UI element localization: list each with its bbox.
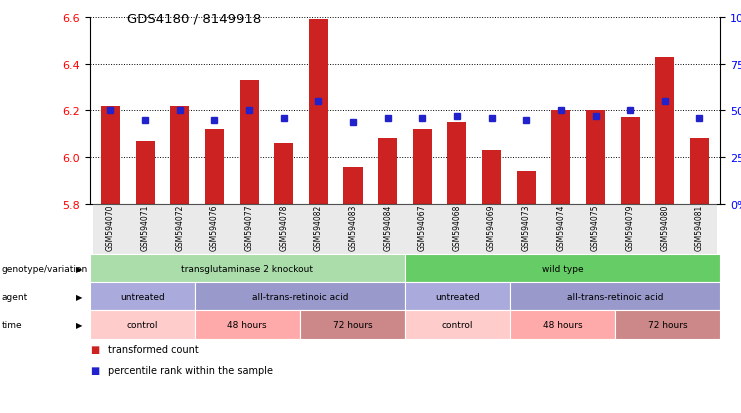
Text: ▶: ▶ xyxy=(76,320,82,329)
Bar xyxy=(170,107,189,204)
Text: GSM594075: GSM594075 xyxy=(591,204,600,251)
Bar xyxy=(578,204,613,254)
Text: wild type: wild type xyxy=(542,264,583,273)
Text: untreated: untreated xyxy=(435,292,480,301)
Bar xyxy=(448,123,466,204)
Bar xyxy=(370,204,405,254)
Text: GSM594082: GSM594082 xyxy=(314,204,323,251)
Bar xyxy=(197,204,232,254)
Bar xyxy=(309,20,328,204)
Text: time: time xyxy=(1,320,22,329)
Text: genotype/variation: genotype/variation xyxy=(1,264,87,273)
Bar xyxy=(405,204,439,254)
Bar xyxy=(682,204,717,254)
Text: control: control xyxy=(127,320,158,329)
Text: GSM594079: GSM594079 xyxy=(625,204,635,251)
Bar xyxy=(101,107,120,204)
Text: GSM594067: GSM594067 xyxy=(418,204,427,251)
Text: 48 hours: 48 hours xyxy=(227,320,267,329)
Bar xyxy=(613,204,648,254)
Text: ■: ■ xyxy=(90,344,99,354)
Bar xyxy=(621,118,639,204)
Text: GSM594080: GSM594080 xyxy=(660,204,669,251)
Bar xyxy=(586,111,605,204)
Bar xyxy=(205,130,224,204)
Bar xyxy=(232,204,266,254)
Text: GSM594073: GSM594073 xyxy=(522,204,531,251)
Bar xyxy=(93,204,127,254)
Bar xyxy=(127,204,162,254)
Text: GSM594074: GSM594074 xyxy=(556,204,565,251)
Text: GDS4180 / 8149918: GDS4180 / 8149918 xyxy=(127,12,261,25)
Bar xyxy=(136,141,155,204)
Bar xyxy=(516,172,536,204)
Bar xyxy=(474,204,509,254)
Bar xyxy=(413,130,432,204)
Text: percentile rank within the sample: percentile rank within the sample xyxy=(108,365,273,375)
Text: 72 hours: 72 hours xyxy=(333,320,372,329)
Text: GSM594078: GSM594078 xyxy=(279,204,288,251)
Text: GSM594070: GSM594070 xyxy=(106,204,115,251)
Bar xyxy=(690,139,709,204)
Text: transglutaminase 2 knockout: transglutaminase 2 knockout xyxy=(182,264,313,273)
Text: GSM594076: GSM594076 xyxy=(210,204,219,251)
Text: GSM594081: GSM594081 xyxy=(695,204,704,251)
Bar xyxy=(509,204,544,254)
Bar xyxy=(655,57,674,204)
Text: GSM594069: GSM594069 xyxy=(487,204,496,251)
Bar xyxy=(162,204,197,254)
Text: ▶: ▶ xyxy=(76,264,82,273)
Text: GSM594084: GSM594084 xyxy=(383,204,392,251)
Text: all-trans-retinoic acid: all-trans-retinoic acid xyxy=(252,292,348,301)
Text: all-trans-retinoic acid: all-trans-retinoic acid xyxy=(567,292,663,301)
Text: GSM594071: GSM594071 xyxy=(141,204,150,251)
Bar xyxy=(551,111,571,204)
Bar xyxy=(378,139,397,204)
Bar xyxy=(274,144,293,204)
Text: GSM594072: GSM594072 xyxy=(175,204,185,251)
Text: GSM594077: GSM594077 xyxy=(245,204,253,251)
Bar xyxy=(482,151,501,204)
Bar xyxy=(336,204,370,254)
Text: ▶: ▶ xyxy=(76,292,82,301)
Bar xyxy=(266,204,301,254)
Text: GSM594068: GSM594068 xyxy=(453,204,462,251)
Bar xyxy=(301,204,336,254)
Text: agent: agent xyxy=(1,292,27,301)
Bar xyxy=(239,81,259,204)
Text: control: control xyxy=(442,320,473,329)
Text: untreated: untreated xyxy=(120,292,165,301)
Text: 48 hours: 48 hours xyxy=(543,320,582,329)
Bar xyxy=(544,204,578,254)
Text: transformed count: transformed count xyxy=(108,344,199,354)
Text: GSM594083: GSM594083 xyxy=(348,204,357,251)
Bar xyxy=(344,167,362,204)
Bar xyxy=(648,204,682,254)
Bar xyxy=(439,204,474,254)
Text: ■: ■ xyxy=(90,365,99,375)
Text: 72 hours: 72 hours xyxy=(648,320,688,329)
